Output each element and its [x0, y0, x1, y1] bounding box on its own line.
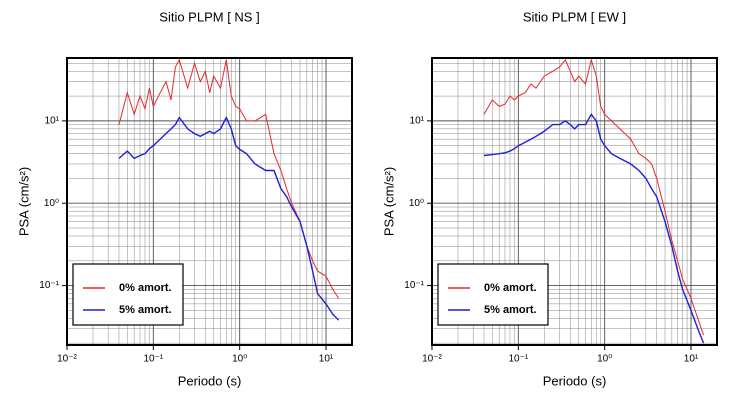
y-tick-label: 10¹	[45, 116, 60, 127]
x-tick-label: 10⁰	[232, 354, 247, 365]
series-line	[483, 113, 705, 344]
chart: Sitio PLPM [ NS ] Periodo (s) PSA (cm/s²) 1…	[16, 9, 353, 388]
x-tick-label: 10⁻¹	[143, 354, 163, 365]
y-tick-label: 10⁰	[409, 198, 424, 209]
legend-label: 5% amort.	[484, 304, 537, 316]
legend-label: 0% amort.	[119, 282, 172, 294]
legend-box	[72, 263, 184, 326]
chart: Sitio PLPM [ EW ] Periodo (s) PSA (cm/s²) 1…	[381, 9, 718, 388]
plot-frame	[66, 57, 353, 346]
x-tick-label: 10⁰	[597, 354, 612, 365]
chart-title: Sitio PLPM [ EW ]	[523, 9, 626, 24]
y-tick-label: 10⁻¹	[404, 280, 424, 291]
y-tick-label: 10⁻¹	[39, 280, 59, 291]
series-line	[118, 115, 340, 321]
x-tick-label: 10⁻¹	[508, 354, 528, 365]
x-tick-label: 10⁻²	[422, 354, 442, 365]
y-axis-label: PSA (cm/s²)	[381, 167, 396, 236]
x-tick-label: 10¹	[319, 354, 334, 365]
x-axis-label: Periodo (s)	[543, 373, 607, 388]
plot-frame	[431, 57, 718, 346]
y-tick-label: 10¹	[410, 116, 425, 127]
legend-label: 5% amort.	[119, 304, 172, 316]
legend-box	[437, 263, 549, 326]
legend-label: 0% amort.	[484, 282, 537, 294]
y-axis-label: PSA (cm/s²)	[16, 167, 31, 236]
x-tick-label: 10⁻²	[57, 354, 77, 365]
series-line	[483, 58, 705, 336]
x-axis-label: Periodo (s)	[178, 373, 242, 388]
y-tick-label: 10⁰	[44, 198, 59, 209]
chart-title: Sitio PLPM [ NS ]	[159, 9, 259, 24]
x-tick-label: 10¹	[684, 354, 699, 365]
